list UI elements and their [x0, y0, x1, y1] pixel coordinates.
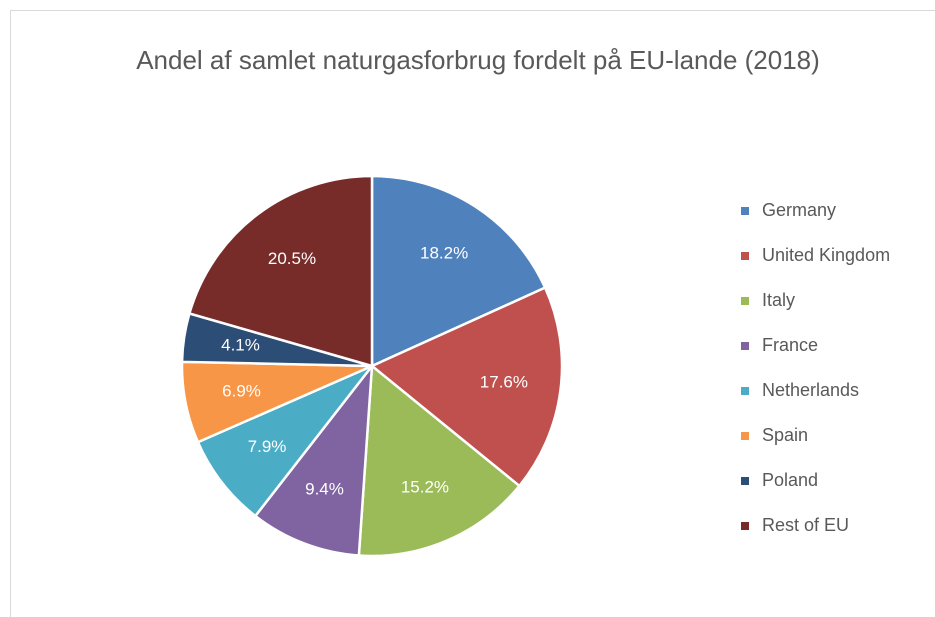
- data-label: 6.9%: [222, 381, 261, 400]
- chart-title: Andel af samlet naturgasforbrug fordelt …: [136, 45, 820, 75]
- data-label: 15.2%: [401, 478, 449, 497]
- legend-swatch: [741, 252, 749, 260]
- chart-border: [10, 10, 935, 617]
- legend-swatch: [741, 342, 749, 350]
- legend-swatch: [741, 522, 749, 530]
- pie-slice: [357, 363, 522, 558]
- pie-slice: [253, 361, 374, 557]
- legend-swatch: [741, 432, 749, 440]
- legend-label: Rest of EU: [762, 515, 849, 535]
- data-label: 20.5%: [268, 249, 316, 268]
- legend-label: Spain: [762, 425, 808, 445]
- pie-slice: [196, 364, 373, 518]
- data-label: 17.6%: [480, 373, 528, 392]
- data-label: 18.2%: [420, 244, 468, 263]
- legend-swatch: [741, 297, 749, 305]
- legend-label: France: [762, 335, 818, 355]
- data-label: 7.9%: [248, 437, 287, 456]
- pie-slice: [369, 286, 564, 488]
- legend-label: Italy: [762, 290, 795, 310]
- pie-slice: [370, 174, 547, 368]
- data-label: 9.4%: [305, 480, 344, 499]
- pie-slice: [187, 174, 374, 368]
- legend-label: Poland: [762, 470, 818, 490]
- legend-label: Netherlands: [762, 380, 859, 400]
- legend-label: United Kingdom: [762, 245, 890, 265]
- data-label: 4.1%: [221, 335, 260, 354]
- legend-swatch: [741, 207, 749, 215]
- legend-label: Germany: [762, 200, 836, 220]
- legend-swatch: [741, 477, 749, 485]
- legend-swatch: [741, 387, 749, 395]
